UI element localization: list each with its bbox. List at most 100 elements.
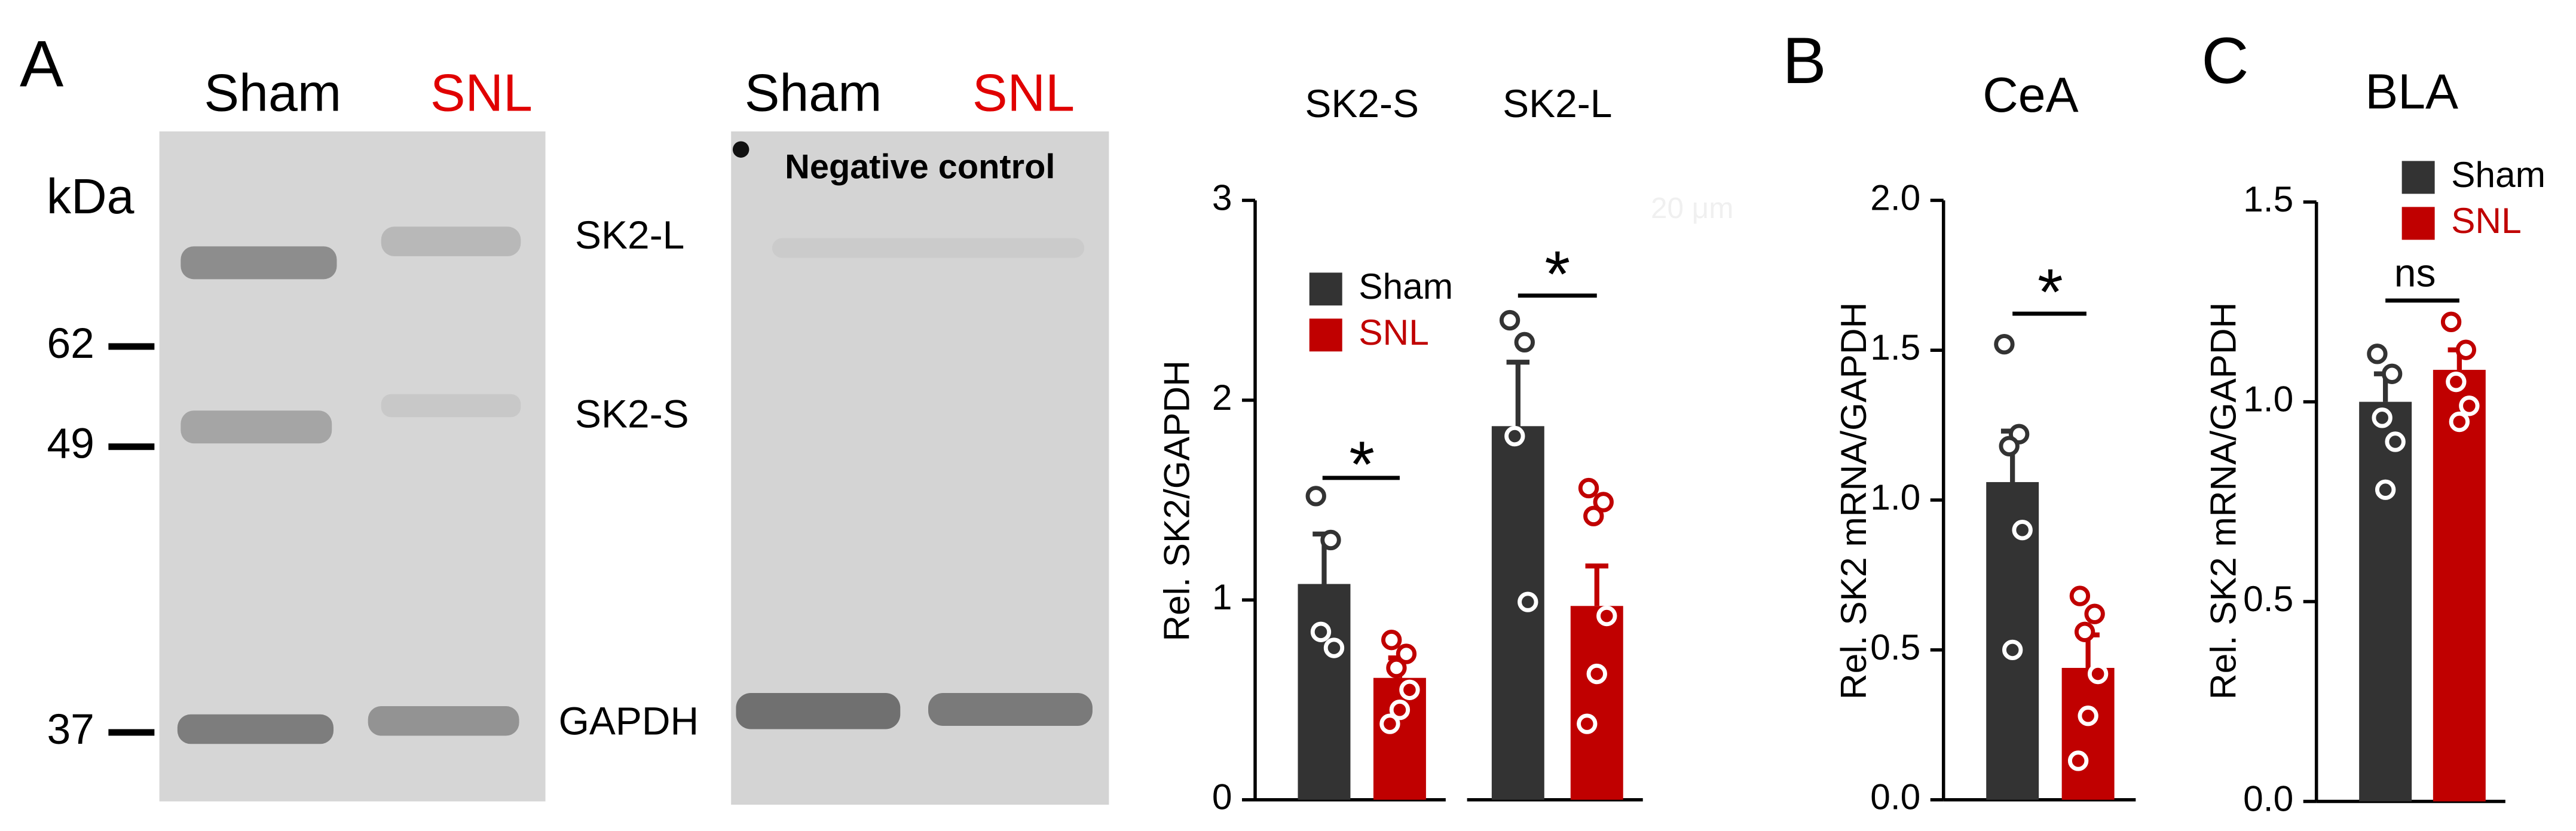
legend-swatch xyxy=(1309,272,1342,306)
data-point xyxy=(1596,605,1617,627)
blot-band xyxy=(772,238,1085,258)
legend-label: Sham xyxy=(1359,266,1453,306)
data-point xyxy=(2446,371,2467,392)
marker-unit: kDa xyxy=(47,169,134,224)
y-axis-label: Rel. SK2 mRNA/GAPDH xyxy=(1833,302,1874,700)
y-tick-label: 0.5 xyxy=(2243,578,2293,619)
lane-label: SNL xyxy=(972,63,1075,122)
data-point xyxy=(2069,585,2091,606)
band-label: SK2-L xyxy=(575,213,684,257)
data-point xyxy=(1514,332,1535,353)
panel-label: A xyxy=(20,27,64,101)
panel-label: B xyxy=(1782,24,1826,97)
data-point xyxy=(1583,505,1604,526)
significance-label: ns xyxy=(2394,250,2436,295)
bar xyxy=(1298,584,1351,800)
blot-band xyxy=(736,693,901,729)
blot-band xyxy=(177,714,334,744)
data-point xyxy=(2074,621,2095,642)
data-point xyxy=(1320,529,1341,551)
y-tick-label: 3 xyxy=(1212,177,1232,217)
data-point xyxy=(2084,603,2105,624)
blot-band xyxy=(368,706,519,736)
lane-label: SNL xyxy=(430,63,533,122)
legend-label: Sham xyxy=(2451,154,2546,195)
y-tick-label: 0.0 xyxy=(1870,777,1920,817)
y-tick-label: 0.5 xyxy=(1870,627,1920,667)
y-tick-label: 1 xyxy=(1212,577,1232,617)
panel-label: C xyxy=(2201,24,2248,97)
lane-label: Sham xyxy=(204,63,341,122)
data-point xyxy=(2455,339,2477,360)
band-label: SK2-S xyxy=(575,392,689,436)
y-tick-label: 2.0 xyxy=(1870,177,1920,217)
data-point xyxy=(1593,492,1614,513)
bar xyxy=(1373,677,1426,800)
data-point xyxy=(2385,431,2406,452)
band-label: GAPDH xyxy=(559,699,699,743)
bar xyxy=(1491,426,1544,800)
blot-band xyxy=(928,693,1093,726)
data-point xyxy=(2459,395,2480,416)
marker-label: 37 xyxy=(47,706,94,753)
data-point xyxy=(2012,520,2033,541)
data-point xyxy=(1381,629,1402,651)
y-tick-label: 1.5 xyxy=(1870,327,1920,367)
category-label: SK2-L xyxy=(1503,81,1612,125)
data-point xyxy=(1499,309,1520,331)
significance-label: * xyxy=(1544,237,1570,311)
blot-band xyxy=(381,226,521,256)
scale-label: 20 μm xyxy=(1651,192,1733,225)
data-point xyxy=(2087,663,2109,685)
data-point xyxy=(1389,700,1411,720)
data-point xyxy=(2372,407,2393,428)
legend-swatch xyxy=(2401,161,2435,194)
blot-band xyxy=(381,394,521,418)
data-point xyxy=(1999,436,2020,456)
data-point xyxy=(2367,344,2388,364)
legend-label: SNL xyxy=(1359,312,1429,352)
data-point xyxy=(2381,363,2403,384)
data-point xyxy=(1396,643,1417,664)
y-tick-label: 0.0 xyxy=(2243,778,2293,818)
data-point xyxy=(1386,657,1407,679)
data-point xyxy=(1577,713,1598,734)
significance-label: * xyxy=(2037,256,2063,329)
bar xyxy=(2433,370,2486,802)
data-point xyxy=(1305,486,1326,507)
blot-artifact xyxy=(732,141,749,158)
legend-swatch xyxy=(1309,318,1342,352)
data-point xyxy=(1578,477,1599,499)
significance-label: * xyxy=(1349,428,1375,501)
y-tick-label: 2 xyxy=(1212,377,1232,418)
y-tick-label: 1.0 xyxy=(2243,379,2293,419)
data-point xyxy=(2067,750,2089,771)
lane-label: Sham xyxy=(745,63,882,122)
bar xyxy=(2359,401,2412,802)
y-tick-label: 1.5 xyxy=(2243,179,2293,219)
data-point xyxy=(1399,679,1420,700)
y-tick-label: 0 xyxy=(1212,777,1232,817)
legend-label: SNL xyxy=(2451,200,2522,241)
data-point xyxy=(2375,479,2396,500)
marker-label: 62 xyxy=(47,320,94,367)
chart-title: CeA xyxy=(1983,68,2078,122)
bar xyxy=(1570,606,1623,800)
blot-caption: Negative control xyxy=(785,148,1055,186)
blot-band xyxy=(180,410,332,444)
data-point xyxy=(1994,334,2015,355)
bar xyxy=(2061,667,2115,800)
legend-swatch xyxy=(2401,207,2435,240)
chart-title: BLA xyxy=(2365,64,2458,119)
data-point xyxy=(1586,663,1607,685)
blot-band xyxy=(180,246,337,280)
y-axis-label: Rel. SK2/GAPDH xyxy=(1157,360,1197,641)
y-tick-label: 1.0 xyxy=(1870,477,1920,517)
data-point xyxy=(1518,591,1538,612)
marker-label: 49 xyxy=(47,420,94,468)
data-point xyxy=(2449,411,2470,433)
data-point xyxy=(1310,621,1332,642)
data-point xyxy=(1504,425,1525,447)
